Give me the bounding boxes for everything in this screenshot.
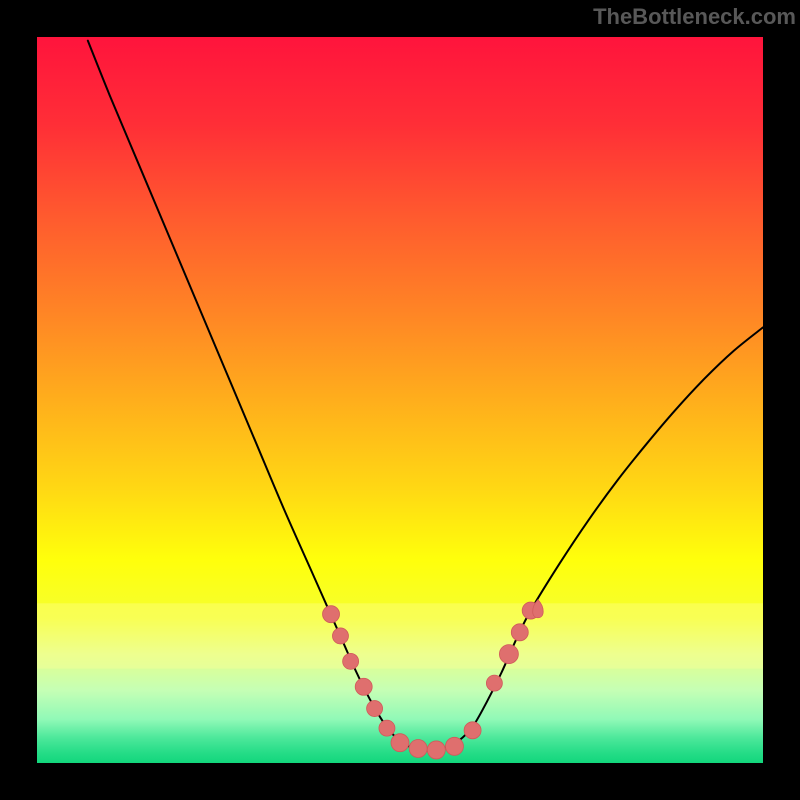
- marker-dot: [427, 741, 445, 759]
- marker-dot: [379, 720, 395, 736]
- watermark-label: TheBottleneck.com: [593, 4, 796, 30]
- marker-dot: [391, 734, 409, 752]
- marker-dot: [332, 628, 348, 644]
- marker-dot: [323, 606, 340, 623]
- marker-dot: [464, 722, 481, 739]
- highlight-band: [37, 603, 763, 668]
- chart-svg: [37, 37, 763, 763]
- marker-dot: [499, 645, 518, 664]
- marker-dot: [409, 739, 427, 757]
- marker-dot: [355, 678, 372, 695]
- marker-dot: [343, 653, 359, 669]
- plot-area: [37, 37, 763, 763]
- marker-dot: [486, 675, 502, 691]
- marker-dot: [367, 701, 383, 717]
- marker-dot: [445, 737, 463, 755]
- marker-dot: [511, 624, 528, 641]
